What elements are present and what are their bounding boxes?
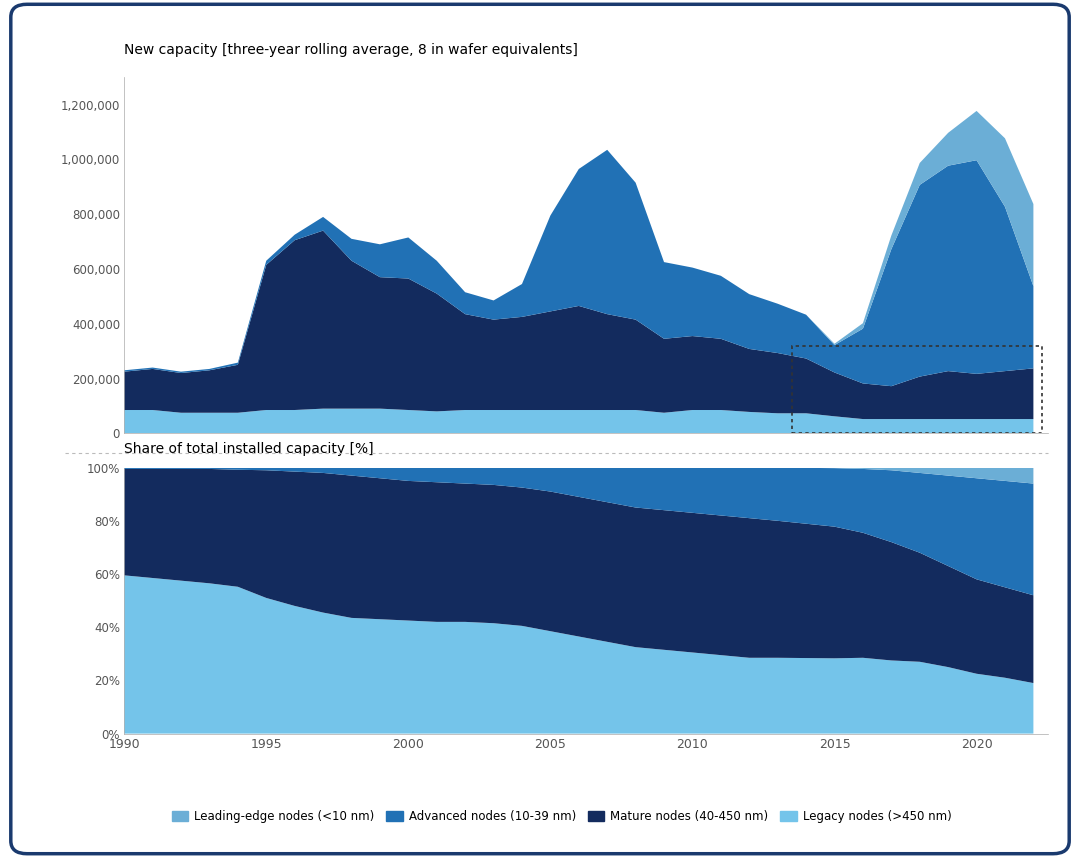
Legend: Leading-edge nodes (<10 nm), Advanced nodes (10-39 nm), Mature nodes (40-450 nm): Leading-edge nodes (<10 nm), Advanced no… bbox=[167, 806, 956, 828]
Bar bbox=[792, 346, 1042, 433]
FancyBboxPatch shape bbox=[11, 4, 1069, 854]
Text: New capacity [three-year rolling average, 8 in wafer equivalents]: New capacity [three-year rolling average… bbox=[124, 43, 578, 57]
Text: Share of total installed capacity [%]: Share of total installed capacity [%] bbox=[124, 443, 374, 456]
